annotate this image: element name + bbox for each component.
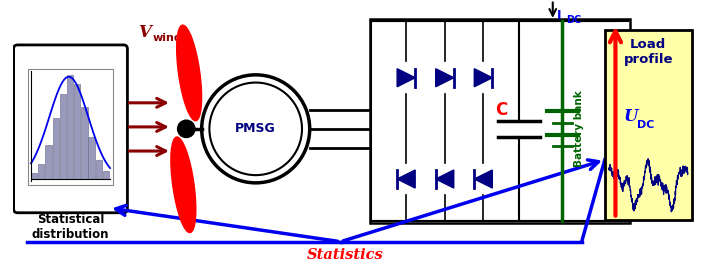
- Bar: [81, 107, 88, 179]
- Bar: [95, 160, 102, 179]
- Text: wind: wind: [152, 33, 182, 43]
- Bar: [28, 69, 113, 185]
- Bar: [103, 171, 109, 179]
- Polygon shape: [436, 69, 454, 87]
- Bar: [370, 19, 630, 223]
- Bar: [53, 118, 59, 179]
- Polygon shape: [397, 170, 415, 188]
- Text: Load
profile: Load profile: [624, 38, 673, 66]
- Text: DC: DC: [637, 120, 654, 130]
- Text: DC: DC: [566, 15, 582, 25]
- Bar: [74, 84, 80, 179]
- Bar: [67, 75, 73, 179]
- Polygon shape: [474, 170, 492, 188]
- Text: Statistics: Statistics: [307, 248, 384, 262]
- Circle shape: [209, 83, 302, 175]
- Ellipse shape: [177, 25, 201, 121]
- Bar: [46, 145, 52, 179]
- Polygon shape: [474, 69, 492, 87]
- Polygon shape: [397, 69, 415, 87]
- Text: U: U: [623, 108, 638, 125]
- Text: Battery bank: Battery bank: [574, 91, 584, 167]
- Bar: [31, 173, 37, 179]
- FancyBboxPatch shape: [14, 45, 127, 213]
- Polygon shape: [436, 170, 454, 188]
- Bar: [38, 164, 44, 179]
- Text: Statistical
distribution: Statistical distribution: [32, 213, 109, 241]
- Ellipse shape: [171, 137, 196, 233]
- Bar: [604, 30, 691, 219]
- Text: C: C: [496, 101, 508, 119]
- Circle shape: [177, 120, 195, 138]
- Bar: [88, 137, 95, 179]
- Text: I: I: [557, 9, 561, 22]
- Text: V: V: [138, 24, 151, 41]
- Text: PMSG: PMSG: [236, 122, 276, 135]
- Bar: [60, 94, 66, 179]
- Circle shape: [201, 75, 310, 183]
